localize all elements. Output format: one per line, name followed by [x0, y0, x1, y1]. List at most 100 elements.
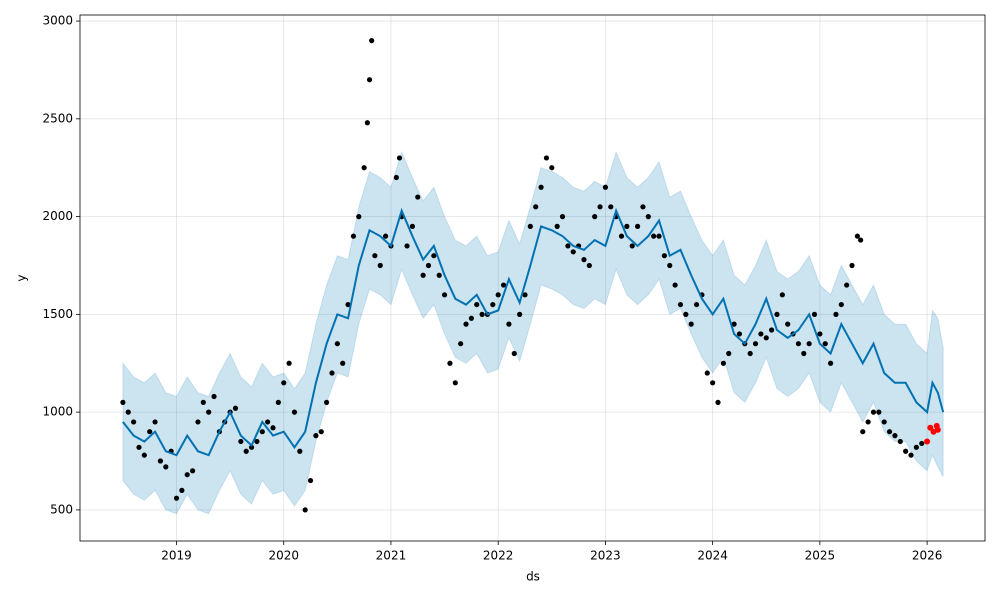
observed-point [270, 425, 276, 431]
observed-point [468, 315, 474, 321]
observed-point [415, 194, 421, 200]
observed-point [559, 214, 566, 220]
y-tick-label: 500 [50, 502, 73, 516]
observed-point [806, 341, 812, 347]
observed-point [211, 393, 217, 400]
observed-point [672, 282, 678, 288]
observed-point [688, 321, 694, 327]
x-tick-label: 2022 [483, 549, 514, 563]
observed-point [543, 155, 550, 161]
observed-point [860, 429, 866, 435]
observed-point [329, 370, 335, 376]
observed-point [752, 341, 759, 347]
observed-point [624, 223, 630, 229]
observed-point [125, 409, 131, 415]
y-tick-label: 1000 [42, 405, 73, 419]
observed-point [919, 440, 925, 447]
observed-point [431, 253, 437, 259]
observed-point [677, 301, 684, 308]
y-axis-label: y [15, 274, 29, 281]
observed-point [876, 409, 882, 415]
observed-point [297, 448, 303, 454]
observed-point [479, 311, 485, 317]
observed-point [769, 327, 775, 333]
observed-point [259, 429, 265, 435]
observed-point [474, 301, 480, 308]
recent-point [934, 426, 941, 433]
y-tick-label: 2500 [42, 111, 73, 125]
observed-point [441, 292, 448, 298]
observed-point [785, 321, 791, 327]
observed-point [163, 464, 169, 470]
observed-point [736, 331, 743, 337]
x-tick-label: 2019 [161, 549, 192, 563]
observed-point [640, 204, 646, 210]
observed-point [517, 311, 523, 317]
observed-point [463, 321, 469, 327]
observed-point [393, 174, 399, 181]
observed-point [715, 399, 721, 405]
observed-point [731, 321, 737, 327]
observed-point [195, 419, 201, 425]
observed-point [822, 341, 828, 347]
recent-point [924, 438, 931, 445]
observed-point [345, 301, 351, 308]
observed-point [597, 204, 603, 210]
observed-point [522, 292, 528, 298]
observed-point [350, 233, 357, 239]
observed-point [131, 419, 137, 425]
observed-point [243, 448, 249, 454]
x-tick-label: 2024 [697, 549, 728, 563]
y-tick-label: 3000 [42, 14, 73, 28]
observed-point [747, 350, 753, 357]
observed-point [865, 419, 871, 425]
x-axis-label: ds [526, 570, 540, 584]
observed-point [886, 429, 893, 435]
observed-point [120, 399, 126, 405]
forecast-line [122, 207, 945, 457]
observed-point [661, 253, 667, 259]
observed-point [152, 419, 158, 425]
observed-point [527, 223, 533, 229]
observed-point [645, 214, 651, 220]
observed-point [184, 472, 190, 478]
observed-point [817, 331, 823, 337]
observed-point [313, 433, 319, 439]
observed-point [827, 360, 834, 366]
observed-point [366, 77, 373, 83]
observed-point [704, 370, 710, 376]
observed-point [307, 477, 314, 484]
observed-point [275, 399, 281, 405]
observed-point [452, 380, 458, 386]
observed-point [291, 409, 298, 415]
observed-point [248, 444, 255, 450]
observed-point [844, 282, 850, 288]
observed-point [206, 409, 212, 415]
observed-point [377, 262, 383, 269]
observed-point [870, 409, 877, 415]
observed-point [147, 429, 153, 435]
y-tick-label: 2000 [42, 209, 73, 223]
observed-point [364, 120, 370, 126]
observed-point [726, 350, 732, 357]
observed-point [232, 405, 239, 411]
observed-point [858, 237, 864, 243]
observed-point [683, 311, 689, 317]
uncertainty-band [122, 150, 944, 515]
observed-point [369, 38, 375, 44]
observed-point [897, 438, 903, 445]
observed-point [838, 301, 844, 308]
observed-point [758, 331, 764, 337]
observed-point [693, 301, 700, 308]
observed-point [592, 214, 598, 220]
observed-point [409, 223, 416, 229]
observed-point [420, 272, 426, 278]
observed-point [324, 399, 330, 405]
observed-point [458, 341, 464, 347]
x-tick-label: 2026 [912, 549, 943, 563]
observed-point [549, 165, 555, 171]
observed-point [651, 233, 657, 239]
observed-point [629, 243, 635, 249]
observed-point [833, 311, 839, 317]
